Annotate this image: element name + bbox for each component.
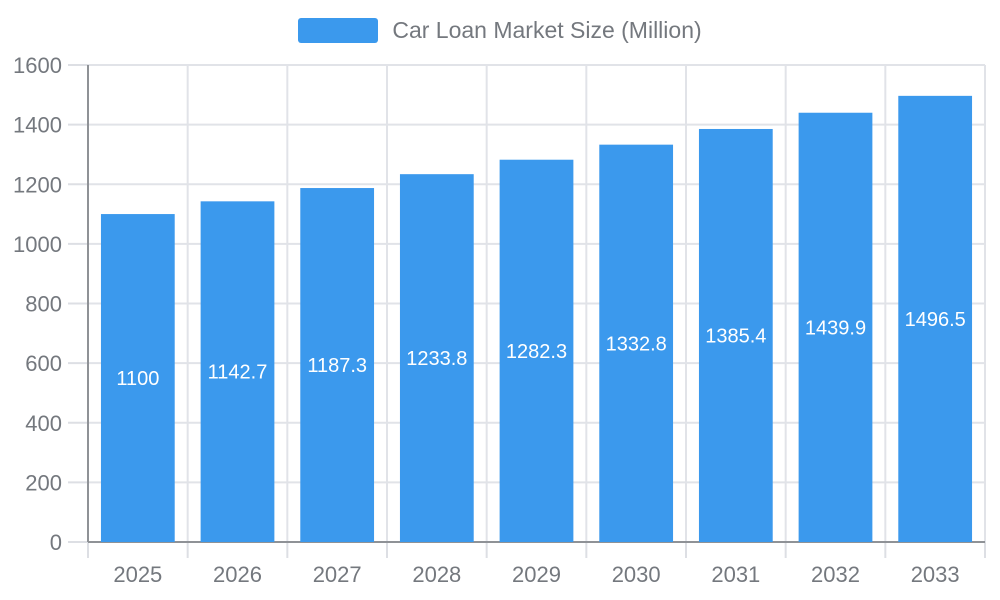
bar-value-label: 1439.9 [805,317,866,339]
x-axis-label: 2032 [811,562,860,587]
legend-label: Car Loan Market Size (Million) [392,17,702,43]
bar-value-label: 1282.3 [506,341,567,363]
bar-value-label: 1142.7 [208,362,268,384]
bar-value-label: 1496.5 [905,309,966,331]
bar-value-label: 1233.8 [406,348,467,370]
bar-2030[interactable] [599,144,674,542]
y-axis-label: 0 [50,530,62,555]
bar-value-label: 1385.4 [705,325,766,347]
bar-2026[interactable] [200,201,275,542]
y-axis-label: 800 [25,292,62,317]
bar-value-label: 1332.8 [606,333,667,355]
legend-swatch [298,18,379,43]
bar-2028[interactable] [399,174,474,542]
bar-2029[interactable] [499,159,574,543]
x-axis-label: 2027 [313,562,362,587]
x-axis-label: 2028 [412,562,461,587]
y-axis-label: 1200 [13,172,62,197]
bar-2033[interactable] [898,95,973,543]
bar-value-label: 1100 [116,368,159,390]
legend: Car Loan Market Size (Million) [0,18,1000,43]
x-axis-label: 2026 [213,562,262,587]
bar-2027[interactable] [300,188,375,542]
bar-2025[interactable] [100,214,175,542]
y-axis-label: 1000 [13,232,62,257]
legend-item-car-loan[interactable]: Car Loan Market Size (Million) [298,17,702,43]
x-axis-label: 2029 [512,562,561,587]
y-axis-label: 200 [25,470,62,495]
y-axis-label: 600 [25,351,62,376]
y-axis-label: 400 [25,411,62,436]
x-axis-label: 2031 [711,562,760,587]
x-axis-label: 2025 [113,562,162,587]
x-axis-label: 2030 [612,562,661,587]
y-axis-label: 1400 [13,113,62,138]
bar-2031[interactable] [698,128,773,542]
bar-2032[interactable] [798,112,873,543]
x-axis-label: 2033 [911,562,960,587]
bar-value-label: 1187.3 [307,355,367,377]
y-axis-label: 1600 [13,53,62,78]
